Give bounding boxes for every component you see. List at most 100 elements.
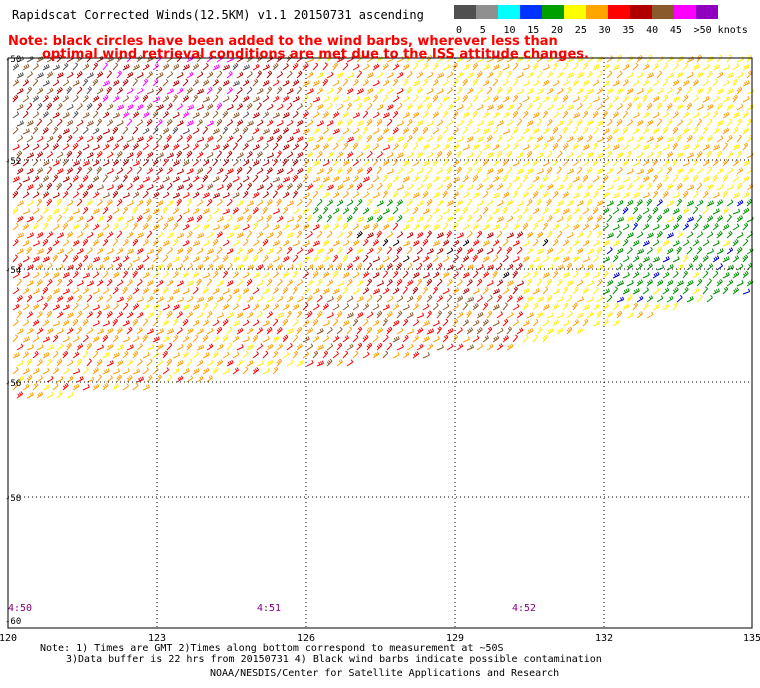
- wind-barb: [172, 222, 179, 231]
- wind-barb: [562, 110, 569, 119]
- wind-barb: [126, 136, 134, 143]
- wind-barb: [432, 127, 440, 135]
- wind-barb: [422, 110, 429, 119]
- wind-barb: [336, 262, 343, 271]
- wind-barb: [56, 232, 64, 239]
- wind-barb: [502, 318, 509, 327]
- wind-barb: [222, 223, 230, 231]
- wind-barb: [96, 328, 104, 335]
- wind-barb: [442, 239, 450, 247]
- wind-barb: [516, 118, 523, 127]
- wind-barb: [536, 168, 544, 175]
- wind-barb: [302, 80, 310, 87]
- wind-barb: [22, 176, 30, 183]
- wind-barb: [192, 223, 200, 231]
- wind-barb: [212, 207, 220, 215]
- wind-barb: [726, 72, 734, 79]
- wind-barb: [426, 151, 434, 159]
- wind-barb: [76, 294, 83, 303]
- wind-barb: [356, 120, 364, 127]
- wind-barb: [512, 286, 518, 295]
- wind-barb: [622, 143, 629, 151]
- wind-barb: [506, 104, 514, 111]
- wind-barb: [676, 280, 684, 287]
- wind-barb: [192, 94, 198, 103]
- wind-barb: [76, 198, 83, 207]
- wind-barb: [452, 303, 459, 311]
- wind-barb: [142, 143, 149, 151]
- wind-barb: [366, 183, 374, 191]
- wind-barb: [236, 103, 243, 111]
- wind-barb: [462, 111, 470, 119]
- wind-barb: [16, 343, 24, 351]
- wind-barb: [586, 230, 592, 239]
- wind-barb: [746, 70, 753, 79]
- wind-barb: [382, 79, 390, 87]
- wind-barb: [276, 103, 284, 111]
- wind-barb: [76, 119, 84, 127]
- wind-barb: [636, 71, 644, 79]
- wind-barb: [226, 247, 234, 255]
- wind-barb: [286, 295, 294, 303]
- wind-barb: [92, 239, 99, 247]
- wind-barb: [482, 111, 490, 119]
- wind-barb: [362, 63, 370, 71]
- wind-barb: [292, 270, 298, 279]
- footer-note-line2: 3)Data buffer is 22 hrs from 20150731 4)…: [66, 654, 602, 665]
- wind-barb: [312, 111, 320, 119]
- wind-barb: [206, 71, 214, 79]
- wind-barb: [26, 392, 34, 399]
- wind-barb: [562, 94, 569, 103]
- wind-barb: [32, 319, 40, 327]
- wind-barb: [466, 118, 473, 127]
- wind-barb: [36, 87, 44, 95]
- wind-barb: [716, 71, 724, 79]
- wind-barb: [562, 239, 570, 247]
- wind-barb: [676, 246, 682, 255]
- wind-barb: [252, 287, 260, 295]
- wind-barb: [46, 151, 53, 159]
- wind-barb: [736, 150, 743, 159]
- wind-barb: [656, 102, 663, 111]
- wind-barb: [642, 272, 650, 279]
- wind-barb: [76, 262, 83, 271]
- wind-barb: [532, 96, 540, 103]
- wind-barb: [706, 118, 713, 127]
- wind-barb: [452, 176, 461, 183]
- wind-barb: [572, 286, 579, 295]
- wind-barb: [386, 151, 394, 159]
- wind-barb: [282, 79, 290, 87]
- wind-barb: [106, 184, 114, 191]
- wind-barb: [226, 150, 233, 159]
- wind-barb: [566, 168, 574, 175]
- wind-barb: [52, 288, 60, 295]
- wind-barb: [422, 272, 430, 279]
- lon-tick-label: 123: [148, 633, 166, 644]
- wind-barb: [406, 183, 414, 191]
- wind-barb: [376, 87, 384, 95]
- wind-barb: [652, 271, 660, 279]
- wind-barb: [186, 280, 194, 287]
- lat-tick-label: -52: [5, 157, 21, 167]
- wind-barb: [106, 360, 114, 367]
- wind-barb: [562, 126, 568, 135]
- wind-barb: [552, 158, 559, 167]
- wind-barb: [336, 86, 343, 95]
- wind-barb: [322, 303, 329, 311]
- wind-barb: [372, 80, 380, 87]
- wind-barb: [136, 54, 143, 63]
- wind-barb: [416, 183, 424, 191]
- wind-barb: [116, 54, 123, 63]
- wind-barb: [132, 142, 139, 151]
- wind-barb: [166, 279, 174, 287]
- wind-barb: [202, 159, 210, 167]
- wind-barb: [302, 192, 310, 199]
- wind-barb: [472, 127, 480, 135]
- wind-barb: [106, 136, 114, 143]
- wind-barb: [612, 224, 620, 231]
- wind-barb: [92, 350, 99, 359]
- wind-barb: [136, 166, 142, 175]
- wind-barb: [382, 350, 389, 359]
- wind-barb: [206, 166, 213, 175]
- wind-barb: [462, 78, 468, 87]
